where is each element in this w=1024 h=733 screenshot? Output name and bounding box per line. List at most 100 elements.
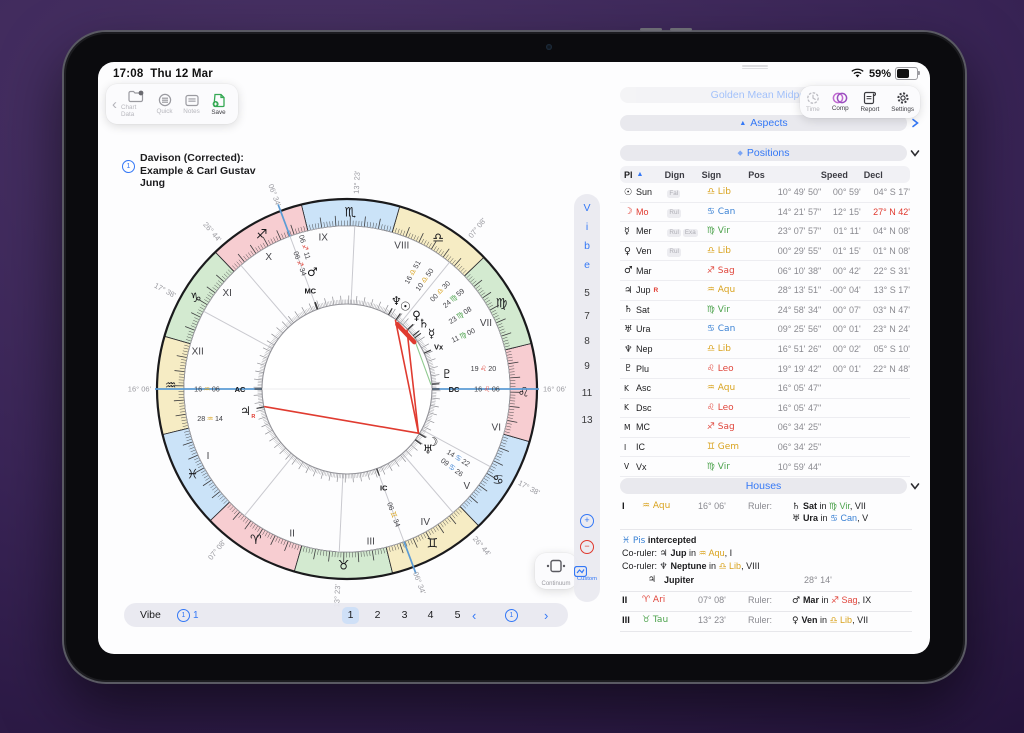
notes-button[interactable]: Notes <box>178 94 205 115</box>
position-row-ven[interactable]: ♀ Ven Rul ♎ Lib 00° 29' 55" 01° 15' 01° N 08' <box>620 242 910 262</box>
page-2[interactable]: 2 <box>374 609 381 621</box>
harmonic-8[interactable]: 8 <box>584 336 590 347</box>
house-row-ii[interactable]: II ♈ Ari 07° 08' Ruler: ♂ Mar in ♐ Sag, IX <box>620 592 912 612</box>
page-1[interactable]: 1 <box>342 603 359 627</box>
aspect-line <box>395 322 417 345</box>
panel-grabber[interactable] <box>742 64 768 70</box>
column-header-pl[interactable]: Pl ▲ <box>624 169 644 180</box>
harmonic-7[interactable]: 7 <box>584 311 590 322</box>
position-row-jup[interactable]: ♃ Jup R ♒ Aqu 28° 13' 51" -00° 04' 13° S 17' <box>620 281 910 301</box>
position-row-sun[interactable]: ☉ Sun Fal ♎ Lib 10° 49' 50" 00° 59' 04° S 17' <box>620 183 910 203</box>
cusp-degree-label: 26° 44' <box>201 220 223 244</box>
body-glyph-mc: MC <box>304 287 316 296</box>
next-page-button[interactable]: › <box>544 607 549 623</box>
cusp-degree-label: 26° 44' <box>471 534 493 558</box>
positions-header[interactable]: ◆ Positions <box>620 145 907 161</box>
column-header-sign[interactable]: Sign <box>701 169 722 180</box>
body-glyph-uranus: ♅ <box>423 442 434 456</box>
quick-button[interactable]: Quick <box>151 93 178 115</box>
intercepted-sign-block[interactable]: ♓ Pis intercepted Co-ruler: ♃ Jup in ♒ Aq… <box>620 530 912 592</box>
dignity-badge: Exa <box>682 228 698 238</box>
battery-percent: 59% <box>868 67 891 80</box>
vibe-label: Vibe <box>140 609 161 621</box>
position-row-mc[interactable]: M MC ♐ Sag 06° 34' 25" <box>620 418 910 438</box>
positions-chevron-down-icon[interactable] <box>910 148 920 158</box>
clock: 17:08 <box>113 68 144 80</box>
house-cusp-line <box>289 236 318 310</box>
house-numeral-X: X <box>265 252 272 263</box>
position-row-dsc[interactable]: K Dsc ♌ Leo 16° 05' 47" <box>620 399 910 419</box>
houses-chevron-down-icon[interactable] <box>910 481 920 491</box>
ipad-device: 17:08 Thu 12 Mar 59% ‹ Chart Data <box>62 28 967 684</box>
position-row-asc[interactable]: K Asc ♒ Aqu 16° 05' 47" <box>620 379 910 399</box>
chart-wheel[interactable]: ♈♉♊♋♌♍♎♏♐♑♒♓IIIIIIIVVVIVIIVIIIIXXXIXII☉1… <box>98 62 930 654</box>
back-button[interactable]: ‹ <box>112 95 117 113</box>
position-row-vx[interactable]: V Vx ♍ Vir 10° 59' 44" <box>620 457 910 477</box>
custom-button[interactable]: Custom <box>574 566 600 582</box>
comp-button[interactable]: Comp <box>832 92 849 112</box>
page-4[interactable]: 4 <box>427 609 434 621</box>
composite-circles-icon <box>832 92 848 104</box>
harmonic-13[interactable]: 13 <box>581 415 593 426</box>
add-harmonic-button[interactable]: + <box>574 514 600 528</box>
aspects-header[interactable]: ▲ Aspects <box>620 115 907 131</box>
time-machine-icon <box>807 92 819 104</box>
positions-table-header: Pl ▲ Dign Sign Pos Speed Decl <box>620 166 910 183</box>
notes-icon <box>184 94 199 106</box>
title-line: Jung <box>140 177 166 189</box>
time-button[interactable]: Time <box>806 91 820 113</box>
house-row-i[interactable]: I ♒ Aqu 16° 06' Ruler: ♄ Sat in ♍ Vir, VII ♅ … <box>620 498 912 530</box>
harmonic-9[interactable]: 9 <box>584 361 590 372</box>
harmonic-11[interactable]: 11 <box>581 388 593 399</box>
position-row-ic[interactable]: I IC ♊ Gem 06° 34' 25" <box>620 438 910 458</box>
body-label-sun: 10♎50 <box>413 267 435 293</box>
position-row-ura[interactable]: ♅ Ura ♋ Can 09° 25' 56" 00° 01' 23° N 24' <box>620 320 910 340</box>
aspects-chevron-right-icon[interactable] <box>910 118 920 128</box>
page-5[interactable]: 5 <box>454 609 461 621</box>
body-glyph-saturn: ♄ <box>418 316 429 330</box>
cusp-degree-label: 16° 06' <box>128 385 152 394</box>
body-glyph-mars: ♂ <box>307 265 318 279</box>
position-row-mar[interactable]: ♂ Mar ♐ Sag 06° 10' 38" 00° 42' 22° S 31' <box>620 261 910 281</box>
column-header-dign[interactable]: Dign <box>664 169 685 180</box>
house-cusp-line <box>203 310 273 349</box>
report-button[interactable]: Report <box>860 91 879 113</box>
position-row-mo[interactable]: ☽ Mo Rul ♋ Can 14° 21' 57" 12° 15' 27° N 42' <box>620 203 910 223</box>
position-row-mer[interactable]: ☿ Mer Rul Exa ♍ Vir 23° 07' 57" 01° 11' 04° N 0… <box>620 222 910 242</box>
strip-letter: V <box>583 202 591 214</box>
zodiac-glyph-leo: ♌ <box>518 385 530 400</box>
body-label-neptune: 16♎51 <box>402 259 422 286</box>
folder-icon <box>128 90 144 103</box>
wifi-icon <box>851 68 864 78</box>
mc-ic-axis <box>277 204 291 237</box>
column-header-decl[interactable]: Decl <box>863 169 883 180</box>
page-3[interactable]: 3 <box>401 609 408 621</box>
house-cusp-line <box>400 261 450 324</box>
column-header-pos[interactable]: Pos <box>748 169 765 180</box>
house-numeral-I: I <box>207 451 210 462</box>
body-label-venus: 00♎30 <box>428 279 452 304</box>
cusp-degree-label: 16° 06' <box>543 385 567 394</box>
harmonic-5[interactable]: 5 <box>584 288 590 299</box>
body-label-mars: 06♐11 <box>297 234 313 261</box>
houses-header[interactable]: Houses <box>620 478 907 494</box>
svg-text:R: R <box>251 414 255 420</box>
save-button[interactable]: Save <box>205 93 232 116</box>
position-row-nep[interactable]: ♆ Nep ♎ Lib 16° 51' 26" 00° 02' 05° S 10' <box>620 340 910 360</box>
house-row-iii[interactable]: III ♉ Tau 13° 23' Ruler: ♀ Ven in ♎ Lib, VII <box>620 612 912 632</box>
chart-number-badge[interactable]: 1 <box>122 160 135 173</box>
prev-page-button[interactable]: ‹ <box>472 607 477 623</box>
remove-harmonic-button[interactable]: − <box>574 540 600 554</box>
chart-indicator[interactable]: 1 <box>505 603 518 627</box>
position-row-plu[interactable]: ♇ Plu ♌ Leo 19° 19' 42" 00° 01' 22° N 48' <box>620 359 910 379</box>
column-header-speed[interactable]: Speed <box>820 169 848 180</box>
chart-data-button[interactable]: Chart Data <box>121 90 151 118</box>
save-label: Save <box>211 108 226 116</box>
position-row-sat[interactable]: ♄ Sat ♍ Vir 24° 58' 34" 00° 07' 03° N 47' <box>620 301 910 321</box>
app-screen: 17:08 Thu 12 Mar 59% ‹ Chart Data <box>98 62 930 654</box>
settings-button[interactable]: Settings <box>891 91 914 113</box>
continuum-button[interactable]: Continuum <box>535 553 577 589</box>
cusp-degree-label: 17° 38' <box>517 478 542 497</box>
houses-list: I ♒ Aqu 16° 06' Ruler: ♄ Sat in ♍ Vir, VII ♅ … <box>620 498 912 632</box>
